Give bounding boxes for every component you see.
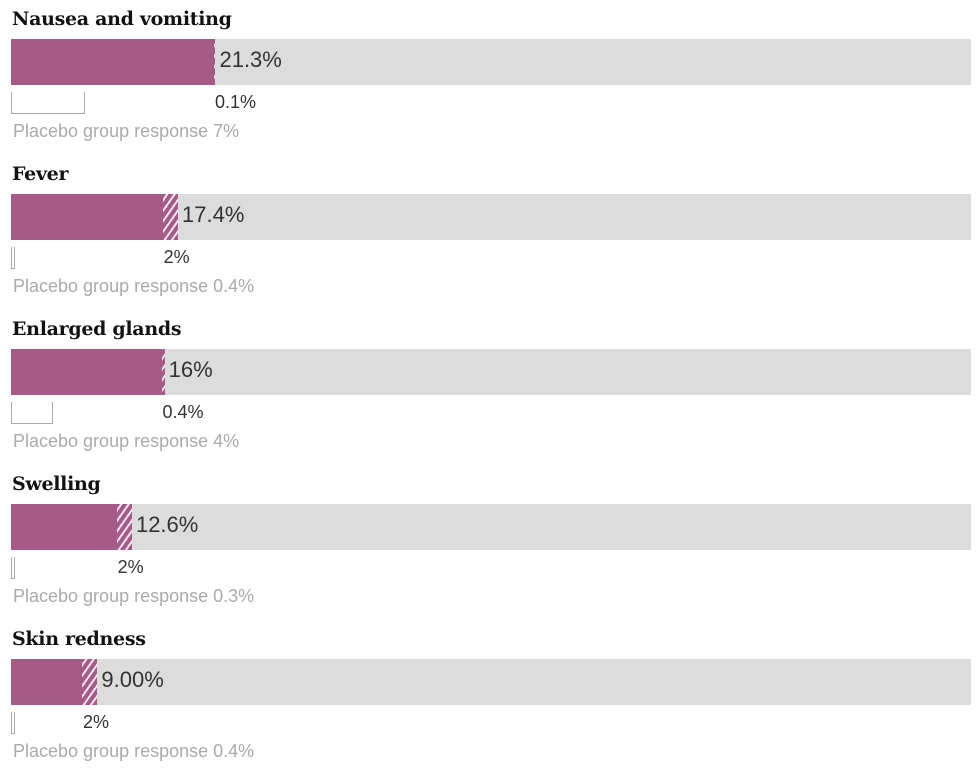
chart-row: Enlarged glands 16% 0.4% Placebo group resp…	[0, 310, 980, 465]
chart-row: Swelling 12.6% 2% Placebo group response 0.…	[0, 465, 980, 620]
placebo-prefix: Placebo group response	[13, 276, 209, 296]
vaccine-bar	[11, 194, 163, 240]
category-title: Fever	[12, 163, 69, 185]
placebo-bar	[11, 92, 85, 114]
placebo-value: 0.4%	[213, 276, 255, 296]
severe-bar	[213, 39, 216, 85]
severe-label: 2%	[117, 557, 144, 577]
bar-track: 9.00%	[11, 659, 971, 705]
severe-label: 2%	[83, 712, 110, 732]
bar-track: 16%	[11, 349, 971, 395]
placebo-label: Placebo group response 0.3%	[13, 586, 254, 607]
category-title: Skin redness	[12, 628, 146, 650]
placebo-value: 7%	[213, 121, 240, 141]
category-title: Swelling	[12, 473, 101, 495]
category-title: Nausea and vomiting	[12, 8, 232, 30]
bar-track: 12.6%	[11, 504, 971, 550]
severe-label: 0.4%	[162, 402, 204, 422]
placebo-bar	[11, 712, 16, 734]
severe-bar	[116, 504, 132, 550]
placebo-label: Placebo group response 4%	[13, 431, 239, 452]
vaccine-bar	[11, 504, 117, 550]
bar-track: 17.4%	[11, 194, 971, 240]
severe-bar	[162, 194, 179, 240]
value-label: 16%	[168, 357, 213, 382]
value-label: 9.00%	[101, 667, 164, 692]
placebo-prefix: Placebo group response	[13, 586, 209, 606]
placebo-label: Placebo group response 7%	[13, 121, 239, 142]
vaccine-bar	[11, 349, 162, 395]
placebo-prefix: Placebo group response	[13, 741, 209, 761]
value-label: 17.4%	[182, 202, 245, 227]
placebo-bar	[11, 402, 54, 424]
chart-row: Skin redness 9.00% 2% Placebo group respons…	[0, 620, 980, 775]
chart-row: Nausea and vomiting 21.3% 0.1% Placebo grou…	[0, 0, 980, 155]
severe-bar	[161, 349, 165, 395]
placebo-value: 0.4%	[213, 741, 255, 761]
vaccine-bar	[11, 659, 83, 705]
placebo-prefix: Placebo group response	[13, 121, 209, 141]
placebo-bar	[11, 247, 16, 269]
value-label: 21.3%	[219, 47, 282, 72]
severe-bar	[82, 659, 98, 705]
placebo-prefix: Placebo group response	[13, 431, 209, 451]
vaccine-bar	[11, 39, 214, 85]
category-title: Enlarged glands	[12, 318, 182, 340]
placebo-bar	[11, 557, 15, 579]
placebo-value: 0.3%	[213, 586, 255, 606]
value-label: 12.6%	[135, 512, 199, 537]
bar-track: 21.3%	[11, 39, 971, 85]
severe-label: 2%	[163, 247, 190, 267]
chart-row: Fever 17.4% 2% Placebo group response 0.4%	[0, 155, 980, 310]
severe-label: 0.1%	[214, 92, 256, 112]
placebo-value: 4%	[213, 431, 240, 451]
placebo-label: Placebo group response 0.4%	[13, 276, 254, 297]
placebo-label: Placebo group response 0.4%	[13, 741, 254, 762]
